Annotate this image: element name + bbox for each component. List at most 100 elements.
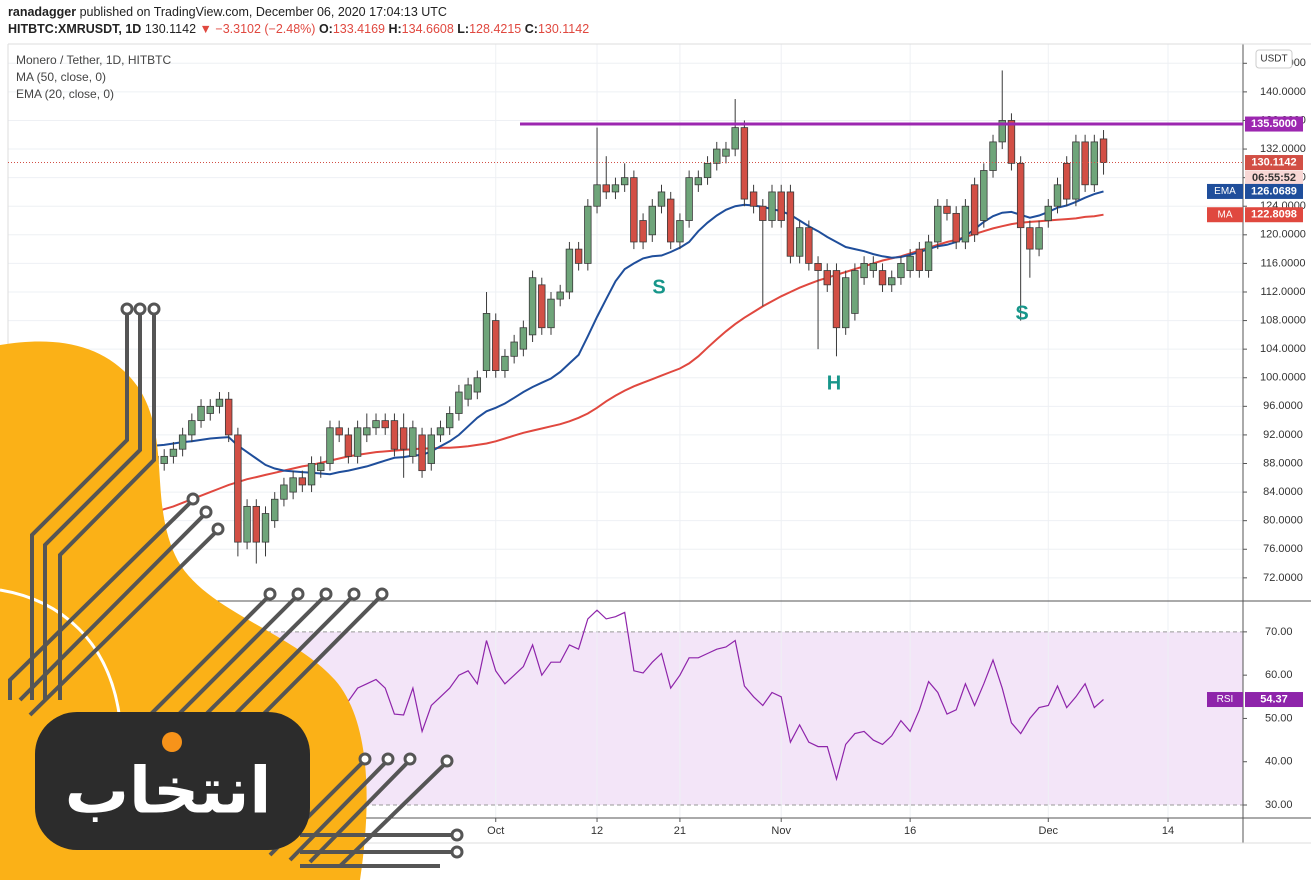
candle-body: [832, 270, 841, 329]
candle-body: [243, 505, 251, 543]
pattern-label: H: [827, 372, 841, 394]
candle-body: [924, 241, 933, 271]
publisher: ranadagger: [8, 5, 77, 19]
pattern-label: S: [1015, 302, 1028, 324]
candle-body: [565, 248, 574, 293]
candle-body: [943, 205, 951, 214]
candle-body: [722, 148, 730, 157]
legend-title: Monero / Tether, 1D, HITBTC: [16, 53, 172, 67]
c-val: 130.1142: [537, 22, 590, 36]
candle-body: [556, 291, 564, 300]
currency: USDT: [1260, 54, 1287, 65]
candle-body: [169, 448, 178, 457]
legend-entry: MA (50, close, 0): [16, 70, 106, 84]
rsi-tag-name: RSI: [1217, 694, 1234, 705]
o-val: 133.4169: [332, 22, 385, 36]
candle-body: [519, 327, 528, 350]
candle-body: [749, 191, 758, 207]
legend-entry: EMA (20, close, 0): [16, 87, 114, 101]
candle-body: [970, 184, 979, 236]
published: published on TradingView.com, December 0…: [79, 5, 447, 19]
y-tick-label: 88.0000: [1263, 457, 1303, 469]
candle-body: [1016, 162, 1025, 229]
candle-body: [620, 177, 629, 186]
candle-body: [445, 413, 454, 429]
candle-body: [188, 420, 196, 436]
rsi-tag: 54.37: [1260, 693, 1288, 705]
candle-body: [271, 498, 279, 522]
candle-body: [363, 427, 371, 436]
candle-body: [593, 184, 601, 207]
timer-bg: [1245, 170, 1303, 186]
candle-body: [1026, 227, 1034, 250]
candle-body: [915, 248, 924, 271]
candle-body: [1035, 227, 1043, 250]
candle-body: [703, 162, 712, 179]
rsi-tag-name-bg: [1207, 692, 1243, 708]
h-val: 134.6608: [401, 22, 454, 36]
candle-body: [547, 298, 555, 329]
l-val: 128.4215: [469, 22, 522, 36]
header-line-2: HITBTC:XMRUSDT, 1D 130.1142 ▼ −3.3102 (−…: [8, 21, 589, 38]
last-price-tag-bg: [1245, 155, 1303, 171]
c-key: C:: [524, 22, 538, 36]
candle-body: [805, 227, 813, 264]
candle-body: [473, 377, 482, 393]
y-tick-label: 108.0000: [1260, 314, 1306, 326]
candle-body: [768, 191, 776, 221]
ma-tag-name-0-bg: [1207, 183, 1243, 199]
rsi-tag-bg: [1245, 692, 1303, 708]
candle-body: [289, 477, 297, 493]
logo: انتخاب: [0, 302, 464, 880]
candle-body: [335, 427, 343, 436]
candle-body: [538, 284, 546, 329]
y-tick-label: 30.00: [1265, 799, 1293, 811]
candle-body: [841, 277, 850, 329]
y-tick-label: 50.00: [1265, 712, 1293, 724]
candle-body: [381, 420, 389, 429]
candle-body: [197, 405, 205, 422]
candle-body: [630, 177, 638, 243]
candle-body: [934, 205, 942, 243]
candle-body: [482, 313, 491, 371]
symbol: HITBTC:XMRUSDT, 1D: [8, 22, 142, 36]
circuit-nodes: [120, 302, 464, 859]
candle-body: [261, 513, 270, 543]
ma-tag-name-1: MA: [1218, 209, 1233, 220]
candle-body: [390, 420, 399, 450]
candle-body: [528, 277, 537, 336]
change: −3.3102 (−2.48%): [215, 22, 316, 36]
y-tick-label: 84.0000: [1263, 486, 1303, 498]
y-tick-label: 100.0000: [1260, 372, 1306, 384]
x-tick-label: 12: [591, 825, 603, 837]
candle-body: [759, 205, 767, 221]
x-tick-label: Nov: [771, 825, 791, 837]
y-tick-label: 116.0000: [1260, 257, 1305, 269]
hline-tag-bg: [1245, 116, 1303, 132]
logo-box: [35, 712, 310, 850]
candle-body: [307, 463, 316, 486]
candle-body: [206, 405, 214, 414]
y-tick-label: 104.0000: [1260, 343, 1306, 355]
ma-tag-0-bg: [1245, 183, 1303, 199]
candle-body: [786, 191, 795, 257]
candle-body: [372, 420, 380, 429]
y-tick-label: 72.0000: [1263, 572, 1303, 584]
candle-body: [280, 484, 288, 500]
candle-body: [1099, 138, 1108, 163]
x-tick-label: 21: [674, 825, 686, 837]
candle-body: [980, 170, 988, 221]
ma-tag-name-0: EMA: [1214, 186, 1236, 197]
candle-body: [418, 434, 426, 472]
candle-body: [611, 184, 620, 193]
ma-tag-1-bg: [1245, 207, 1303, 223]
candle-body: [1044, 205, 1052, 221]
header-line-1: ranadagger published on TradingView.com,…: [8, 4, 589, 21]
candle-body: [399, 427, 408, 450]
candle-body: [795, 227, 804, 257]
y-tick-label: 92.0000: [1263, 429, 1303, 441]
candle-body: [436, 427, 445, 436]
candle-body: [326, 427, 334, 464]
candle-body: [584, 205, 592, 264]
